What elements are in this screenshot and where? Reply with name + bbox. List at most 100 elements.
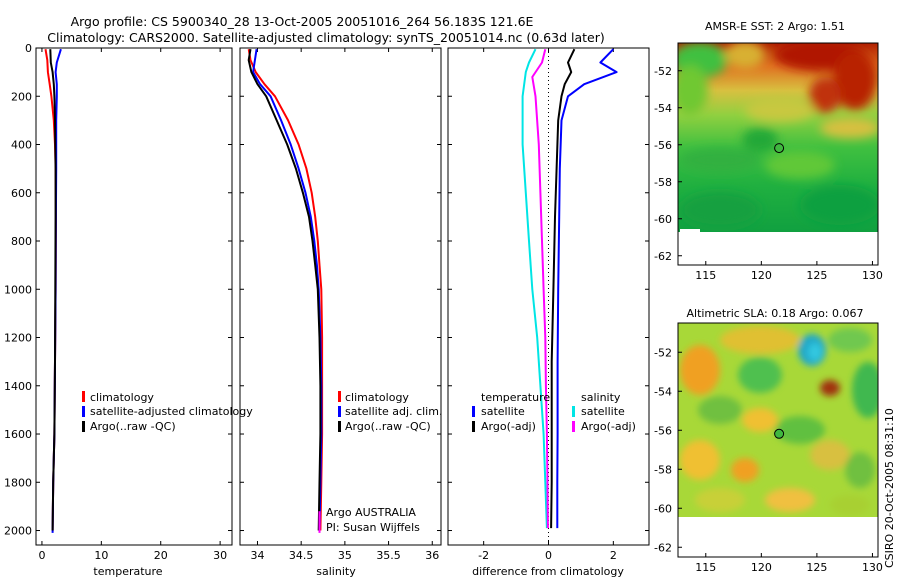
y-tick-label: 1200 (4, 332, 32, 345)
csiro-timestamp: CSIRO 20-Oct-2005 08:31:10 (883, 408, 896, 568)
x-tick-label: 35 (338, 549, 352, 562)
legend-label-argo: Argo(..raw -QC) (345, 420, 431, 433)
y-tick-label: 600 (11, 187, 32, 200)
series-line-temperature-satellite (556, 48, 618, 529)
x-tick-label: 2 (610, 549, 617, 562)
x-tick-label: 0 (545, 549, 552, 562)
sla-map-title: Altimetric SLA: 0.18 Argo: 0.067 (686, 307, 863, 320)
title-line-2: Climatology: CARS2000. Satellite-adjuste… (47, 30, 604, 45)
legend-heading-salinity: salinity (581, 391, 621, 404)
temperature-series (44, 48, 62, 533)
legend-swatch-satellite (82, 406, 85, 417)
series-line-satellite-adj-clim (252, 49, 323, 531)
temperature-legend: climatology satellite-adjusted climatolo… (82, 391, 253, 433)
legend-label-temp-satellite: satellite (481, 405, 525, 418)
y-tick-label: -56 (654, 424, 672, 437)
y-tick-label: -58 (654, 463, 672, 476)
sla-heatmap (678, 323, 878, 517)
y-tick-label: -54 (654, 102, 672, 115)
y-tick-label: 1600 (4, 428, 32, 441)
x-tick-label: 115 (695, 269, 716, 282)
legend-label-satellite: satellite adj. clim. (345, 405, 442, 418)
x-tick-label: 35.5 (376, 549, 401, 562)
legend-swatch-temp-argo (472, 421, 475, 432)
series-line-temperature-argo-adj (550, 48, 576, 529)
sst-map-panel: AMSR-E SST: 2 Argo: 1.51 115 120 12 (654, 20, 883, 282)
y-tick-label: 0 (25, 42, 32, 55)
sst-heatmap (678, 43, 878, 233)
x-tick-label: 20 (154, 549, 168, 562)
x-tick-label: 120 (751, 561, 772, 574)
series-line-climatology (247, 49, 324, 531)
legend-label-climatology: climatology (90, 391, 154, 404)
legend-swatch-temp-satellite (472, 406, 475, 417)
y-tick-label: -52 (654, 65, 672, 78)
sla-missing-data (678, 517, 878, 557)
y-tick-label: -56 (654, 139, 672, 152)
series-line-salinity-satellite (521, 48, 548, 529)
series-line-argo-raw-qc (49, 49, 57, 531)
x-tick-label: 125 (806, 269, 827, 282)
x-tick-label: 36 (425, 549, 439, 562)
difference-series (521, 48, 618, 529)
sst-missing-data (678, 232, 878, 265)
difference-legend: temperature satellite Argo(-adj) salinit… (472, 391, 636, 433)
series-line-salinity-argo-adj (531, 48, 549, 529)
temperature-panel: 0 10 20 30 0 200 400 600 800 1000 1200 1400 1600 1800… (4, 42, 253, 578)
y-tick-label: -62 (654, 541, 672, 554)
x-tick-label: 34.5 (289, 549, 314, 562)
sst-missing-notch (680, 229, 700, 233)
y-tick-label: 800 (11, 235, 32, 248)
legend-swatch-sal-argo (572, 421, 575, 432)
sla-map-panel: Altimetric SLA: 0.18 Argo: 0.067 (654, 307, 883, 574)
x-tick-label: 30 (213, 549, 227, 562)
y-tick-label: 200 (11, 90, 32, 103)
y-tick-label: -52 (654, 346, 672, 359)
argo-institution-note: Argo AUSTRALIA (326, 506, 416, 519)
sla-map-frame (677, 322, 879, 558)
difference-ticks: -2 0 2 (448, 47, 649, 562)
legend-heading-temperature: temperature (481, 391, 550, 404)
legend-swatch-climatology (82, 391, 85, 402)
salinity-series (247, 49, 324, 533)
sst-map-frame (677, 42, 879, 266)
legend-swatch-argo (338, 421, 341, 432)
y-tick-label: 2000 (4, 525, 32, 538)
y-tick-label: 1800 (4, 476, 32, 489)
legend-swatch-argo (82, 421, 85, 432)
y-tick-label: -60 (654, 213, 672, 226)
legend-label-argo: Argo(..raw -QC) (90, 420, 176, 433)
y-tick-label: 1400 (4, 380, 32, 393)
salinity-axes-frame (239, 47, 442, 546)
x-tick-label: 120 (751, 269, 772, 282)
salinity-xlabel: salinity (316, 565, 356, 578)
x-tick-label: 130 (862, 269, 883, 282)
x-tick-label: 115 (695, 561, 716, 574)
difference-panel: -2 0 2 difference from climatology tempera… (447, 47, 650, 578)
legend-swatch-climatology (338, 391, 341, 402)
sla-ticks: 115 120 125 130 -52 -54 -56 -58 -60 -62 (654, 346, 883, 574)
y-tick-label: 400 (11, 139, 32, 152)
title-line-1: Argo profile: CS 5900340_28 13-Oct-2005 … (71, 14, 534, 29)
temperature-xlabel: temperature (93, 565, 162, 578)
x-tick-label: -2 (478, 549, 489, 562)
y-tick-label: -62 (654, 250, 672, 263)
salinity-ticks: 34 34.5 35 35.5 36 (240, 47, 441, 562)
difference-xlabel: difference from climatology (472, 565, 624, 578)
temperature-axes-frame (35, 47, 233, 546)
argo-pi-note: PI: Susan Wijffels (326, 521, 420, 534)
legend-label-climatology: climatology (345, 391, 409, 404)
legend-label-satellite: satellite-adjusted climatology (90, 405, 253, 418)
x-tick-label: 10 (94, 549, 108, 562)
x-tick-label: 130 (862, 561, 883, 574)
x-tick-label: 125 (806, 561, 827, 574)
x-tick-label: 34 (250, 549, 264, 562)
sst-argo-location-marker (774, 143, 785, 154)
temperature-ticks: 0 10 20 30 0 200 400 600 800 1000 1200 1400 1600 1800… (4, 42, 232, 562)
x-tick-label: 0 (38, 549, 45, 562)
legend-label-temp-argo: Argo(-adj) (481, 420, 536, 433)
sst-map-title: AMSR-E SST: 2 Argo: 1.51 (705, 20, 845, 33)
y-tick-label: 1000 (4, 283, 32, 296)
y-tick-label: -60 (654, 502, 672, 515)
